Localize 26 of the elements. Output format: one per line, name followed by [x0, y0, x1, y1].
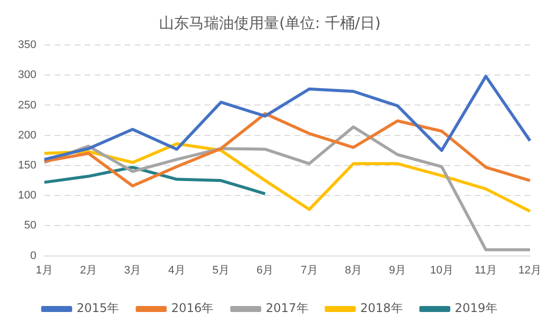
y-tick-label: 150 [18, 159, 36, 172]
y-tick-label: 50 [24, 220, 36, 232]
x-tick-label: 2月 [80, 264, 98, 276]
x-tick-label: 10月 [430, 264, 454, 276]
y-tick-label: 200 [18, 129, 36, 142]
x-tick-label: 12月 [518, 264, 542, 276]
y-tick-label: 300 [18, 69, 36, 82]
legend-label: 2015年 [76, 301, 120, 316]
legend-label: 2018年 [360, 301, 403, 316]
x-tick-label: 11月 [474, 264, 498, 276]
y-tick-label: 0 [30, 250, 36, 262]
x-tick-label: 6月 [256, 264, 274, 276]
y-tick-label: 100 [18, 190, 36, 202]
chart-title: 山东马瑞油使用量(单位: 千桶/日) [159, 14, 381, 32]
y-tick-label: 350 [18, 39, 36, 52]
x-tick-label: 8月 [344, 264, 362, 276]
x-tick-label: 5月 [212, 264, 230, 276]
legend-label: 2017年 [266, 301, 308, 316]
x-tick-label: 4月 [168, 264, 186, 276]
legend-label: 2016年 [171, 301, 214, 316]
y-tick-label: 250 [18, 99, 36, 112]
legend-label: 2019年 [454, 301, 498, 316]
x-tick-label: 3月 [124, 264, 142, 276]
x-tick-label: 7月 [300, 264, 318, 276]
x-tick-label: 1月 [36, 264, 53, 276]
x-tick-label: 9月 [388, 264, 406, 276]
